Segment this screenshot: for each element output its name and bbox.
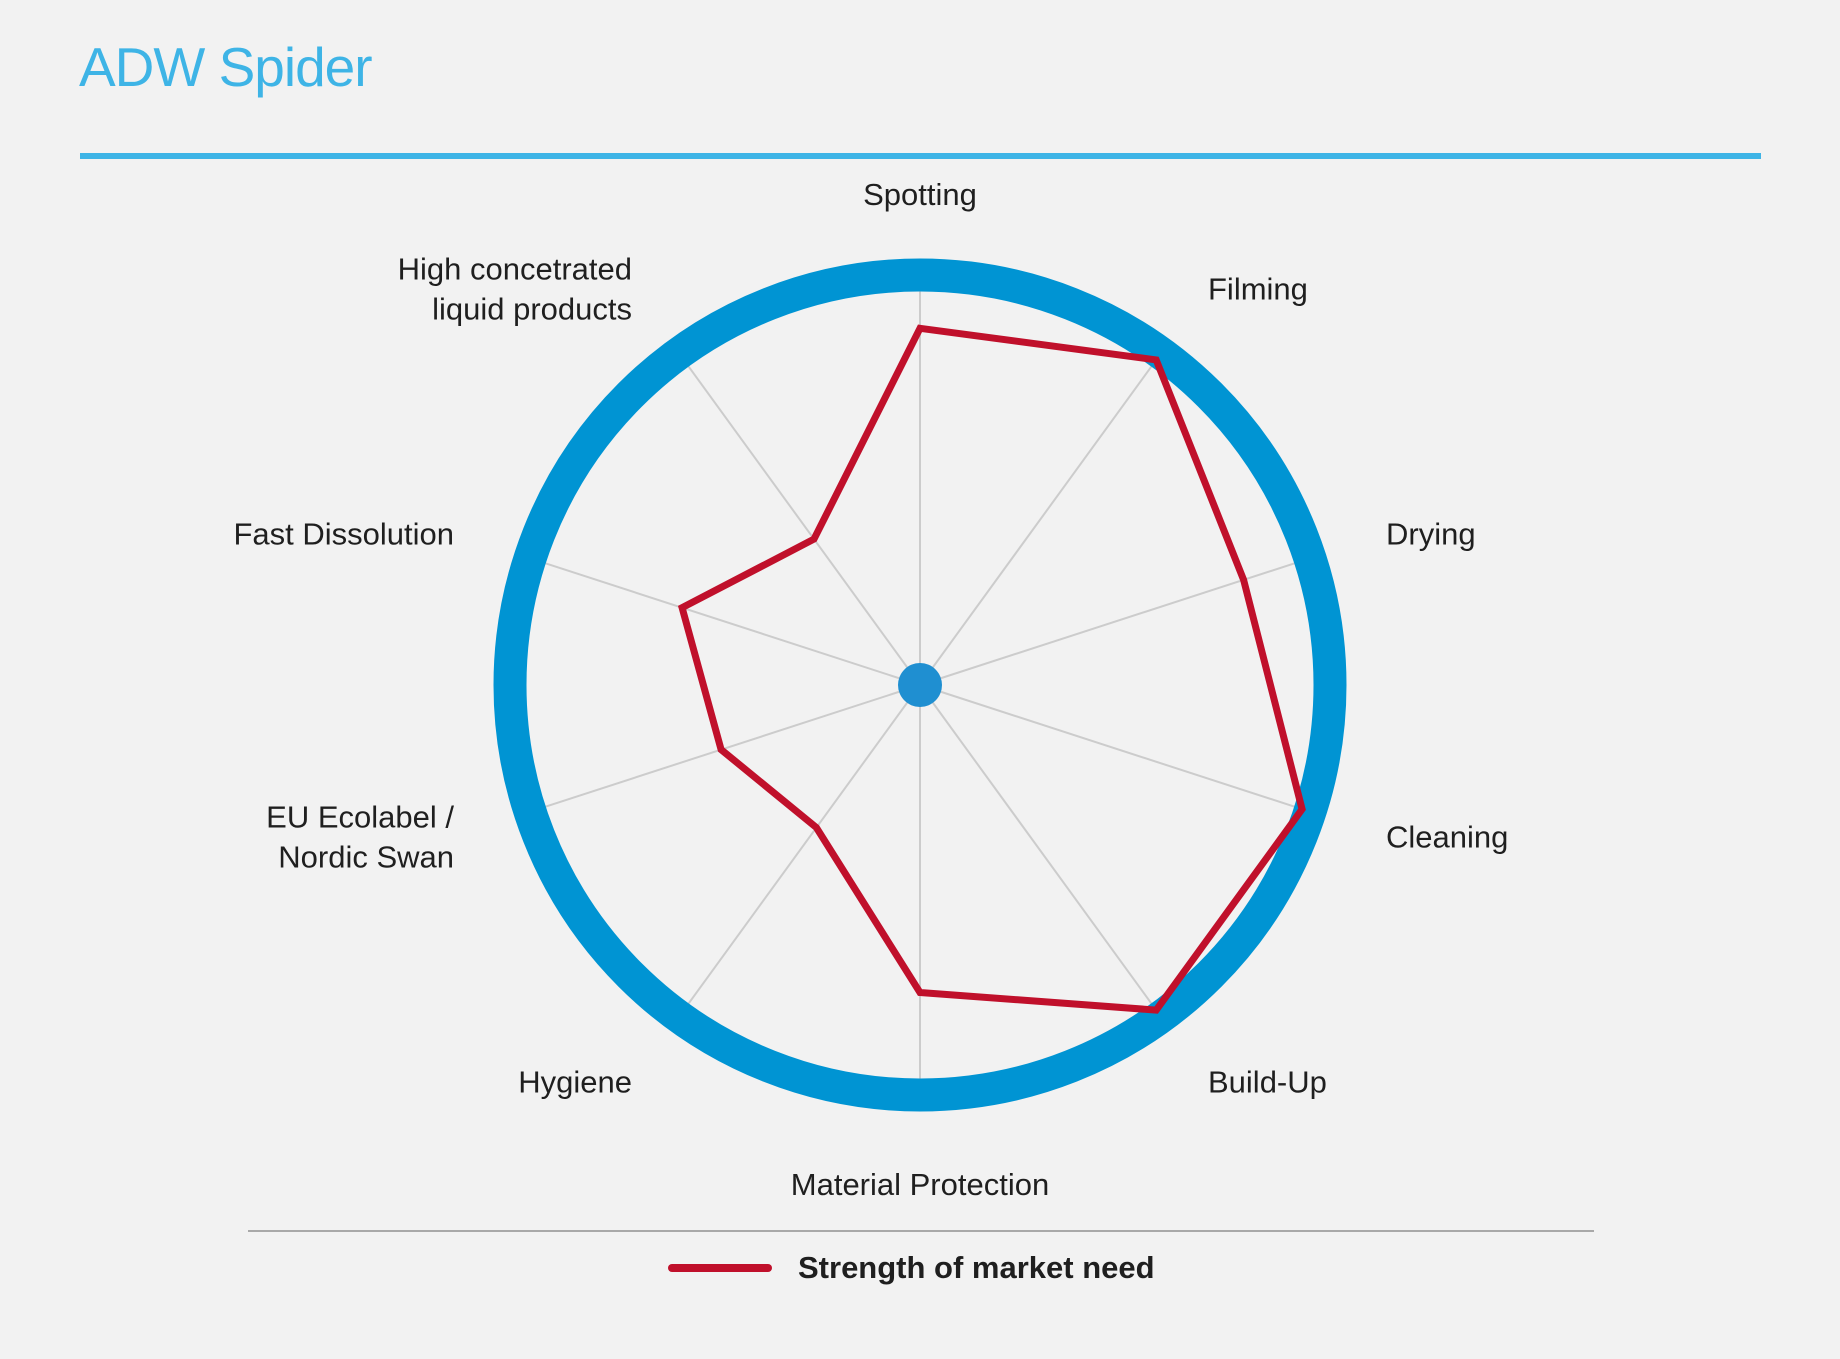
radar-spoke xyxy=(678,352,921,686)
axis-label: Hygiene xyxy=(518,1064,632,1099)
axis-label: EU Ecolabel / Nordic Swan xyxy=(266,799,454,874)
axis-label: Drying xyxy=(1386,517,1476,552)
series-point xyxy=(814,825,819,830)
axis-label-line: liquid products xyxy=(432,292,632,327)
axis-label: Build-Up xyxy=(1208,1064,1327,1099)
series-point xyxy=(1154,1008,1159,1013)
legend: Strength of market need xyxy=(668,1248,1155,1288)
axis-label-line: Cleaning xyxy=(1386,819,1508,854)
legend-label: Strength of market need xyxy=(798,1250,1155,1285)
radar-axis-labels: Spotting Filming Drying Cleaning Build-Up Mat… xyxy=(233,177,1508,1202)
legend-swatch xyxy=(668,1264,772,1272)
page-title: ADW Spider xyxy=(79,36,373,98)
radar-spoke xyxy=(919,684,1311,813)
series-point xyxy=(1154,357,1159,362)
radar-spoke xyxy=(919,352,1162,686)
axis-label-line: Build-Up xyxy=(1208,1064,1327,1099)
radar-spoke xyxy=(919,684,1162,1018)
axis-label: Fast Dissolution xyxy=(233,517,454,552)
axis-label-line: Hygiene xyxy=(518,1064,632,1099)
legend-divider xyxy=(248,1230,1594,1232)
radar-spokes xyxy=(529,275,1311,1095)
radar-spoke xyxy=(529,557,921,686)
axis-label: Filming xyxy=(1208,272,1308,307)
series-point xyxy=(918,326,922,331)
axis-label: High concetrated liquid products xyxy=(398,252,632,327)
axis-label: Spotting xyxy=(863,177,977,212)
radar-outer-ring xyxy=(493,258,1347,1112)
axis-label-line: Filming xyxy=(1208,272,1308,307)
series-line-strength-of-market-need xyxy=(677,324,1306,1014)
series-point xyxy=(680,605,685,610)
radar-series xyxy=(677,324,1306,1014)
axis-label: Material Protection xyxy=(791,1167,1049,1202)
radar-center-dot xyxy=(898,663,942,707)
series-point xyxy=(1300,807,1305,812)
axis-label-line: Drying xyxy=(1386,517,1476,552)
axis-label-line: Nordic Swan xyxy=(278,839,454,874)
title-divider xyxy=(80,153,1761,159)
axis-label-line: EU Ecolabel / xyxy=(266,799,454,834)
axis-label-line: High concetrated xyxy=(398,252,632,287)
axis-label-line: Material Protection xyxy=(791,1167,1049,1202)
series-point xyxy=(918,990,922,995)
axis-label-line: Fast Dissolution xyxy=(233,517,454,552)
series-point xyxy=(719,747,724,752)
axis-label-line: Spotting xyxy=(863,177,977,212)
radar-spoke xyxy=(678,684,921,1018)
axis-label: Cleaning xyxy=(1386,819,1508,854)
series-point xyxy=(812,537,816,542)
series-point xyxy=(1241,577,1246,582)
